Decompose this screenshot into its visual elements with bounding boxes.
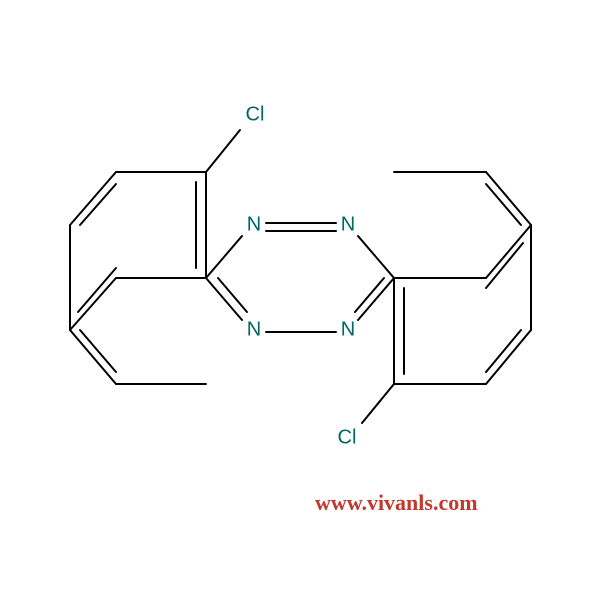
atom-label-N3: N bbox=[245, 319, 263, 342]
atom-label-N2: N bbox=[339, 214, 357, 237]
watermark-text: www.vivanls.com bbox=[315, 490, 478, 516]
atom-label-N4: N bbox=[339, 319, 357, 342]
atom-label-N1: N bbox=[245, 214, 263, 237]
atom-label-Cl2: Cl bbox=[336, 427, 359, 450]
molecule-diagram-container: { "structure": { "type": "chemical-struc… bbox=[0, 0, 600, 600]
atom-label-Cl1: Cl bbox=[244, 104, 267, 127]
bond-svg bbox=[0, 0, 600, 600]
